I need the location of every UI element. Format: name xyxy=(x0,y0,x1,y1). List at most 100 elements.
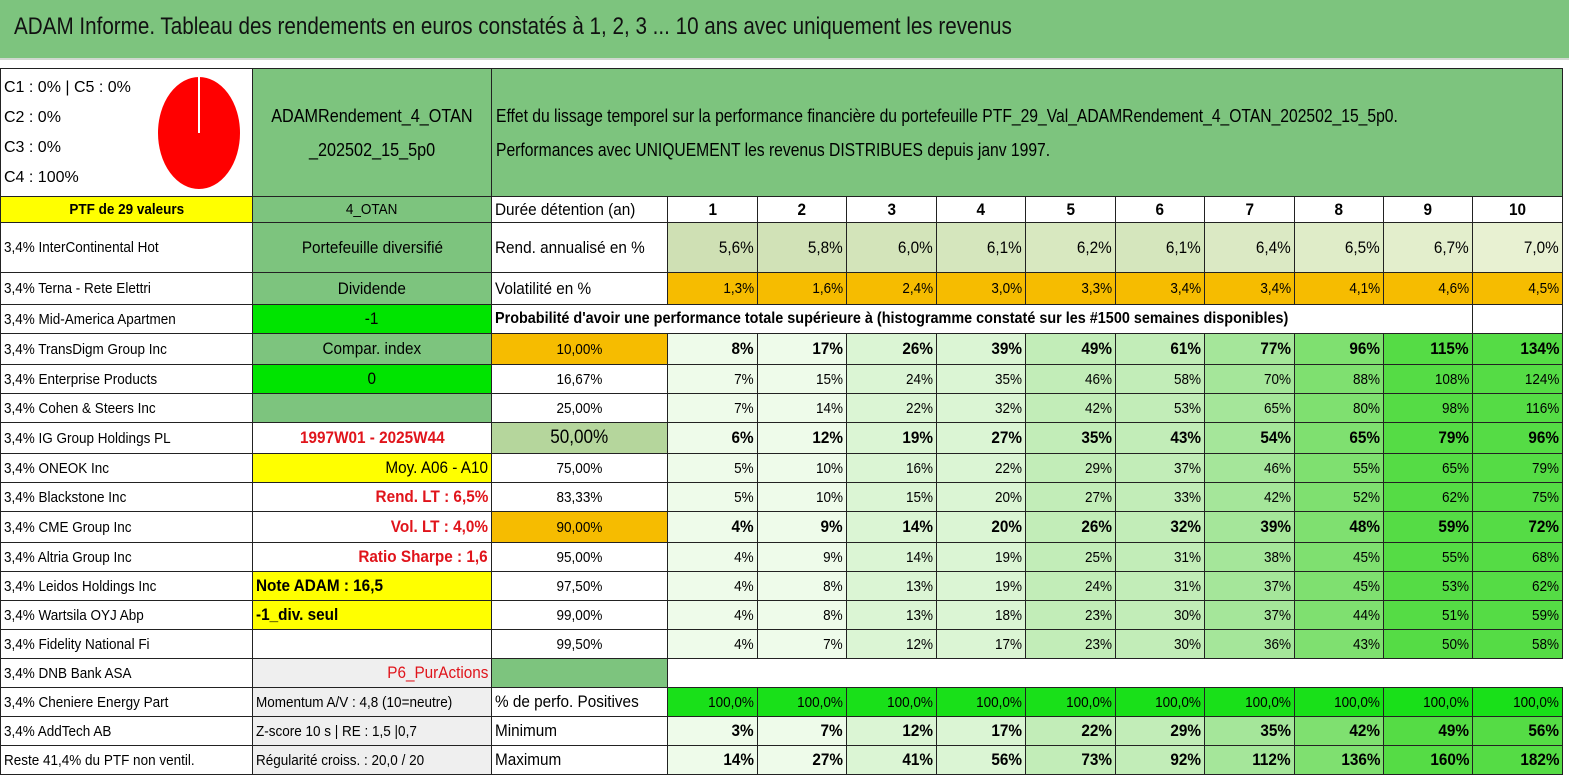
prob-value-2[interactable]: 7% xyxy=(757,629,847,659)
max-value-6[interactable]: 92% xyxy=(1115,745,1205,775)
empty-cell[interactable] xyxy=(1384,659,1473,688)
prob-value-5[interactable]: 29% xyxy=(1025,453,1116,483)
vol-value-5[interactable]: 3,3% xyxy=(1025,272,1116,305)
year-header-9[interactable]: 9 xyxy=(1383,196,1473,223)
prob-value-2[interactable]: 9% xyxy=(757,542,847,572)
prob-level-cell[interactable]: 16,67% xyxy=(491,364,668,394)
prob-value-7[interactable]: 65% xyxy=(1204,393,1295,423)
prob-value-1[interactable]: 4% xyxy=(667,629,758,659)
rend-value-4[interactable]: 6,1% xyxy=(936,222,1026,273)
prob-value-10[interactable]: 68% xyxy=(1472,542,1563,572)
prob-value-4[interactable]: 32% xyxy=(936,393,1026,423)
info-cell[interactable]: Régularité croiss. : 20,0 / 20 xyxy=(252,745,492,775)
vol-value-3[interactable]: 2,4% xyxy=(846,272,937,305)
prob-value-1[interactable]: 8% xyxy=(667,333,758,365)
info-cell[interactable]: Rend. LT : 6,5% xyxy=(252,482,492,512)
prob-value-10[interactable]: 75% xyxy=(1472,482,1563,512)
prob-value-5[interactable]: 26% xyxy=(1025,511,1116,543)
prob-value-1[interactable]: 5% xyxy=(667,482,758,512)
prob-value-9[interactable]: 65% xyxy=(1383,453,1473,483)
info-cell[interactable]: 1997W01 - 2025W44 xyxy=(252,422,492,454)
pos-value-2[interactable]: 100,0% xyxy=(757,687,847,717)
prob-value-4[interactable]: 20% xyxy=(936,511,1026,543)
prob-value-3[interactable]: 26% xyxy=(846,333,937,365)
prob-value-4[interactable]: 19% xyxy=(936,542,1026,572)
empty-cell[interactable] xyxy=(1472,304,1563,334)
prob-value-1[interactable]: 4% xyxy=(667,511,758,543)
rend-value-5[interactable]: 6,2% xyxy=(1025,222,1116,273)
prob-value-10[interactable]: 134% xyxy=(1472,333,1563,365)
prob-value-2[interactable]: 8% xyxy=(757,600,847,630)
vol-label-cell[interactable]: Volatilité en % xyxy=(491,272,668,305)
max-value-7[interactable]: 112% xyxy=(1204,745,1295,775)
prob-value-6[interactable]: 31% xyxy=(1115,542,1205,572)
max-value-2[interactable]: 27% xyxy=(757,745,847,775)
prob-value-9[interactable]: 98% xyxy=(1383,393,1473,423)
prob-value-10[interactable]: 96% xyxy=(1472,422,1563,454)
prob-value-9[interactable]: 55% xyxy=(1383,542,1473,572)
holding-cell[interactable]: 3,4% Cheniere Energy Part xyxy=(0,687,253,717)
prob-value-9[interactable]: 53% xyxy=(1383,571,1473,601)
prob-value-3[interactable]: 13% xyxy=(846,600,937,630)
prob-value-3[interactable]: 14% xyxy=(846,511,937,543)
duration-label-cell[interactable]: Durée détention (an) xyxy=(491,196,668,223)
code-cell[interactable]: 4_OTAN xyxy=(252,196,492,223)
prob-value-4[interactable]: 18% xyxy=(936,600,1026,630)
prob-value-9[interactable]: 115% xyxy=(1383,333,1473,365)
pos-value-6[interactable]: 100,0% xyxy=(1115,687,1205,717)
prob-value-8[interactable]: 43% xyxy=(1294,629,1384,659)
rend-value-1[interactable]: 5,6% xyxy=(667,222,758,273)
prob-value-8[interactable]: 96% xyxy=(1294,333,1384,365)
min-value-6[interactable]: 29% xyxy=(1115,716,1205,746)
rend-value-3[interactable]: 6,0% xyxy=(846,222,937,273)
holding-cell[interactable]: 3,4% Cohen & Steers Inc xyxy=(0,393,253,423)
empty-cell[interactable] xyxy=(937,659,1026,688)
prob-value-3[interactable]: 12% xyxy=(846,629,937,659)
info-cell[interactable]: 0 xyxy=(252,364,492,394)
rend-value-10[interactable]: 7,0% xyxy=(1472,222,1563,273)
info-cell[interactable]: Compar. index xyxy=(252,333,492,365)
prob-value-5[interactable]: 49% xyxy=(1025,333,1116,365)
rend-value-7[interactable]: 6,4% xyxy=(1204,222,1295,273)
prob-value-7[interactable]: 37% xyxy=(1204,600,1295,630)
pos-value-1[interactable]: 100,0% xyxy=(667,687,758,717)
prob-value-10[interactable]: 116% xyxy=(1472,393,1563,423)
prob-header-cell[interactable]: Probabilité d'avoir une performance tota… xyxy=(491,304,1473,334)
empty-cell[interactable] xyxy=(847,659,937,688)
prob-value-1[interactable]: 4% xyxy=(667,600,758,630)
min-label-cell[interactable]: Minimum xyxy=(491,716,668,746)
min-value-7[interactable]: 35% xyxy=(1204,716,1295,746)
prob-level-cell[interactable]: 99,00% xyxy=(491,600,668,630)
info-cell[interactable]: Moy. A06 - A10 xyxy=(252,453,492,483)
holding-cell[interactable]: 3,4% InterContinental Hot xyxy=(0,222,253,273)
prob-value-1[interactable]: 5% xyxy=(667,453,758,483)
pos-value-10[interactable]: 100,0% xyxy=(1472,687,1563,717)
holding-cell[interactable]: 3,4% DNB Bank ASA xyxy=(0,658,253,688)
prob-value-9[interactable]: 59% xyxy=(1383,511,1473,543)
info-cell[interactable]: -1_div. seul xyxy=(252,600,492,630)
prob-value-4[interactable]: 27% xyxy=(936,422,1026,454)
prob-value-6[interactable]: 53% xyxy=(1115,393,1205,423)
prob-value-8[interactable]: 55% xyxy=(1294,453,1384,483)
vol-value-10[interactable]: 4,5% xyxy=(1472,272,1563,305)
prob-value-7[interactable]: 36% xyxy=(1204,629,1295,659)
min-value-4[interactable]: 17% xyxy=(936,716,1026,746)
prob-value-2[interactable]: 14% xyxy=(757,393,847,423)
prob-value-6[interactable]: 33% xyxy=(1115,482,1205,512)
empty-cell[interactable] xyxy=(758,659,847,688)
prob-value-2[interactable]: 10% xyxy=(757,453,847,483)
holding-cell[interactable]: Reste 41,4% du PTF non ventil. xyxy=(0,745,253,775)
holding-cell[interactable]: 3,4% Fidelity National Fi xyxy=(0,629,253,659)
rend-value-8[interactable]: 6,5% xyxy=(1294,222,1384,273)
prob-value-8[interactable]: 65% xyxy=(1294,422,1384,454)
prob-value-1[interactable]: 7% xyxy=(667,364,758,394)
prob-value-7[interactable]: 38% xyxy=(1204,542,1295,572)
min-value-8[interactable]: 42% xyxy=(1294,716,1384,746)
prob-level-cell[interactable]: 95,00% xyxy=(491,542,668,572)
prob-value-5[interactable]: 35% xyxy=(1025,422,1116,454)
prob-value-5[interactable]: 42% xyxy=(1025,393,1116,423)
year-header-3[interactable]: 3 xyxy=(846,196,937,223)
prob-value-3[interactable]: 24% xyxy=(846,364,937,394)
prob-value-2[interactable]: 12% xyxy=(757,422,847,454)
allocation-cell[interactable]: C1 : 0% | C5 : 0% C2 : 0% C3 : 0% C4 : 100% xyxy=(0,68,253,197)
